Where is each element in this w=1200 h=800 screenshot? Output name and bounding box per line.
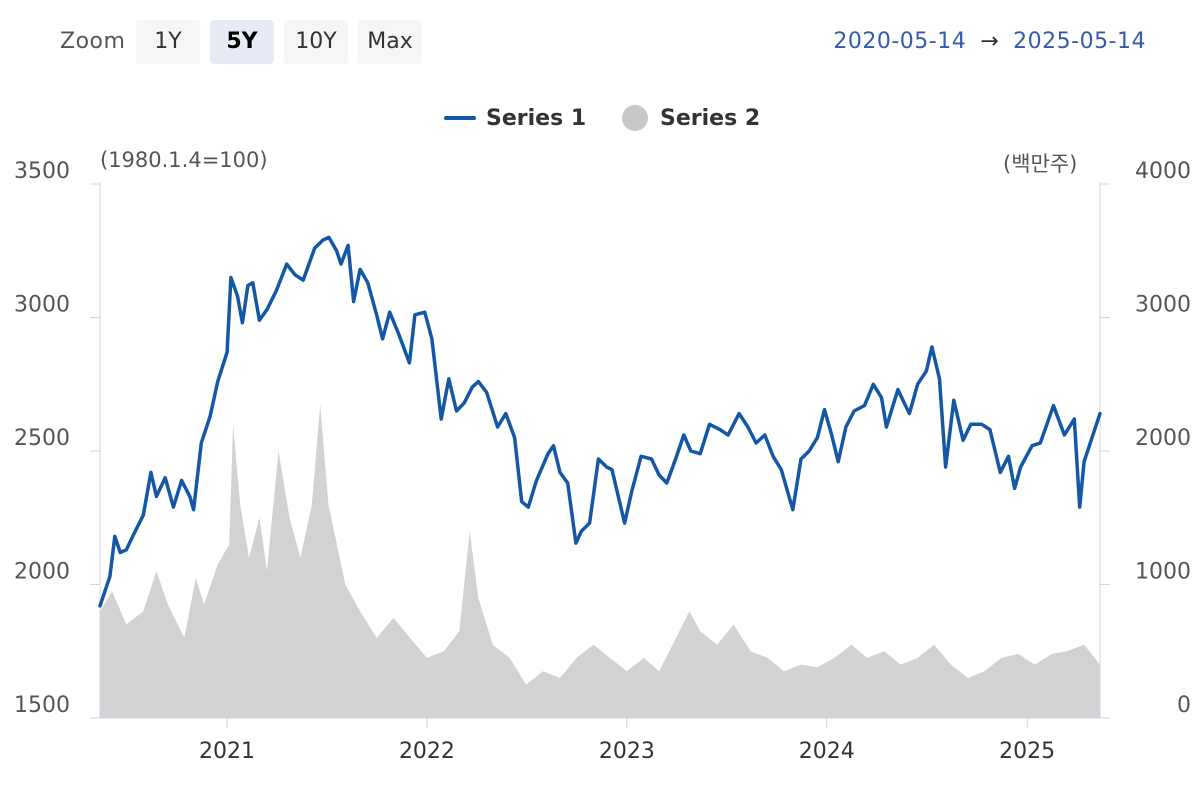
legend-label: Series 1 [486,105,587,131]
legend-label: Series 2 [660,105,761,131]
legend: Series 1 Series 2 [0,96,1200,140]
right-tick-label: 1000 [1135,560,1191,585]
zoom-label: Zoom [60,29,126,54]
toolbar: Zoom 1Y 5Y 10Y Max 2020-05-14 → 2025-05-14 [0,0,1200,84]
series-2-area [100,404,1100,718]
right-tick-label: 2000 [1135,426,1191,451]
x-tick-label: 2022 [399,739,455,764]
zoom-1y-button[interactable]: 1Y [136,20,200,64]
left-axis-unit: (1980.1.4=100) [100,148,268,172]
x-tick-label: 2024 [799,739,855,764]
left-tick-label: 3500 [14,159,70,184]
range-start-input[interactable]: 2020-05-14 [833,29,967,54]
zoom-10y-button[interactable]: 10Y [284,20,348,64]
range-arrow: → [980,29,1000,54]
circle-swatch-icon [622,105,648,131]
right-axis-unit: (백만주) [1003,152,1078,176]
left-tick-label: 1500 [14,693,70,718]
line-swatch-icon [444,116,476,120]
range-end-input[interactable]: 2025-05-14 [1013,29,1146,54]
left-tick-label: 2500 [14,426,70,451]
x-tick-label: 2021 [199,739,255,764]
x-tick-label: 2025 [999,739,1055,764]
series-1-line [98,235,1102,608]
date-range: 2020-05-14 → 2025-05-14 [833,29,1146,54]
right-tick-label: 4000 [1135,159,1191,184]
left-tick-label: 3000 [14,293,70,318]
legend-item-series-1[interactable]: Series 1 [444,96,586,140]
right-tick-label: 0 [1177,693,1191,718]
zoom-max-button[interactable]: Max [358,20,422,64]
right-tick-label: 3000 [1135,293,1191,318]
zoom-5y-button[interactable]: 5Y [210,20,274,64]
left-tick-label: 2000 [14,560,70,585]
x-tick-label: 2023 [599,739,655,764]
legend-item-series-2[interactable]: Series 2 [622,96,760,140]
